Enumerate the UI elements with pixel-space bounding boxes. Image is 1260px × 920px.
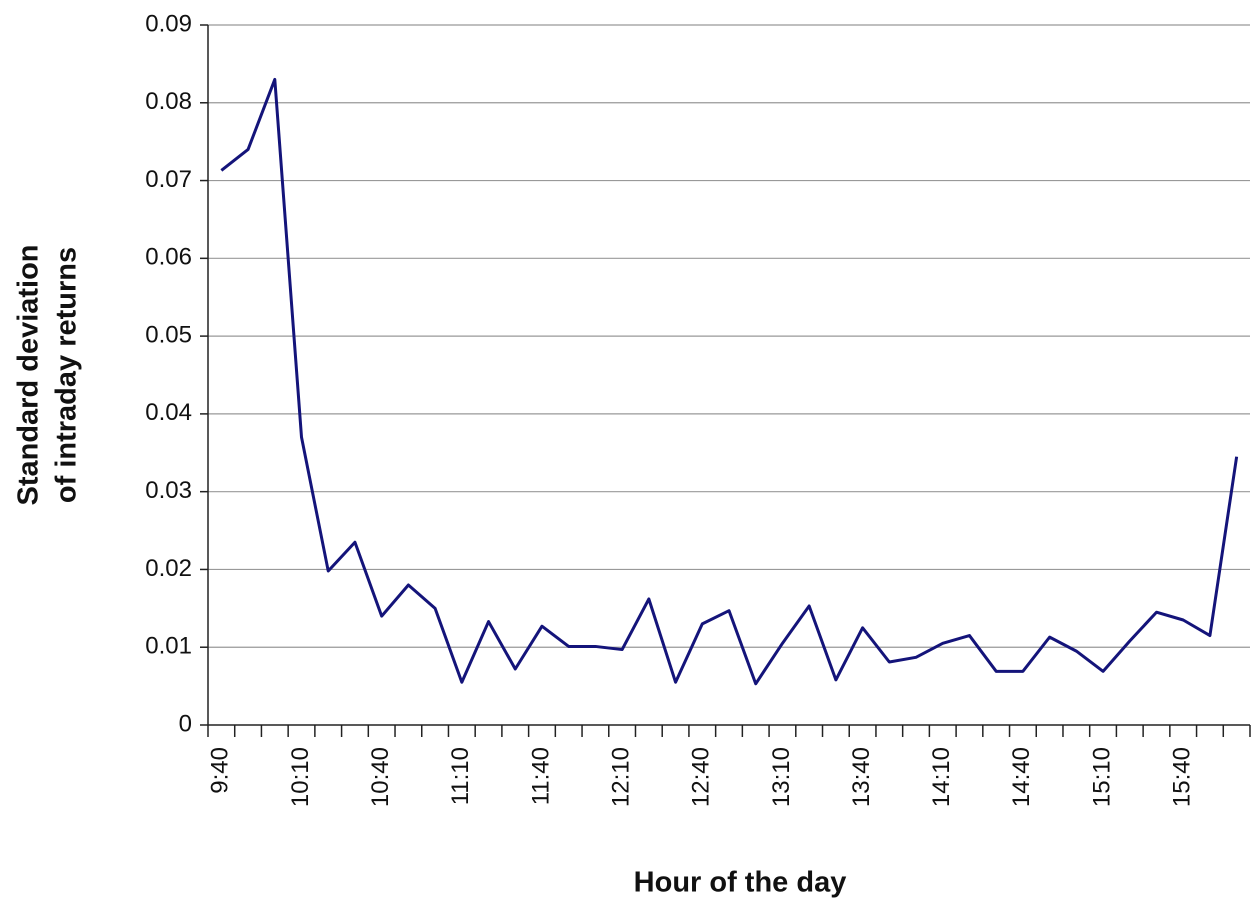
x-tick-label: 11:10 <box>447 747 474 805</box>
y-tick-label: 0.03 <box>145 477 192 504</box>
x-tick-label: 14:10 <box>928 747 955 807</box>
x-tick-label: 9:40 <box>207 747 234 794</box>
y-tick-label: 0.08 <box>145 88 192 115</box>
x-axis-title: Hour of the day <box>634 867 847 899</box>
y-tick-label: 0.05 <box>145 321 192 348</box>
data-line <box>220 77 1239 686</box>
y-tick-label: 0.02 <box>145 555 192 582</box>
y-axis-title: Standard deviation <box>13 244 45 505</box>
x-tick-label: 12:10 <box>607 747 634 807</box>
x-tick-label: 12:40 <box>688 747 715 807</box>
y-tick-label: 0.09 <box>145 10 192 37</box>
x-tick-label: 11:40 <box>527 747 554 805</box>
y-tick-label: 0.04 <box>145 399 192 426</box>
y-tick-label: 0.01 <box>145 633 192 660</box>
x-tick-label: 15:40 <box>1169 747 1196 807</box>
x-tick-label: 10:40 <box>367 747 394 807</box>
y-tick-label: 0 <box>179 710 192 737</box>
x-tick-label: 13:10 <box>768 747 795 807</box>
y-axis-title: of intraday returns <box>51 247 83 503</box>
y-tick-label: 0.06 <box>145 244 192 271</box>
x-tick-label: 14:40 <box>1008 747 1035 807</box>
x-tick-label: 10:10 <box>287 747 314 807</box>
y-tick-label: 0.07 <box>145 166 192 193</box>
x-tick-label: 13:40 <box>848 747 875 807</box>
x-tick-label: 15:10 <box>1088 747 1115 807</box>
